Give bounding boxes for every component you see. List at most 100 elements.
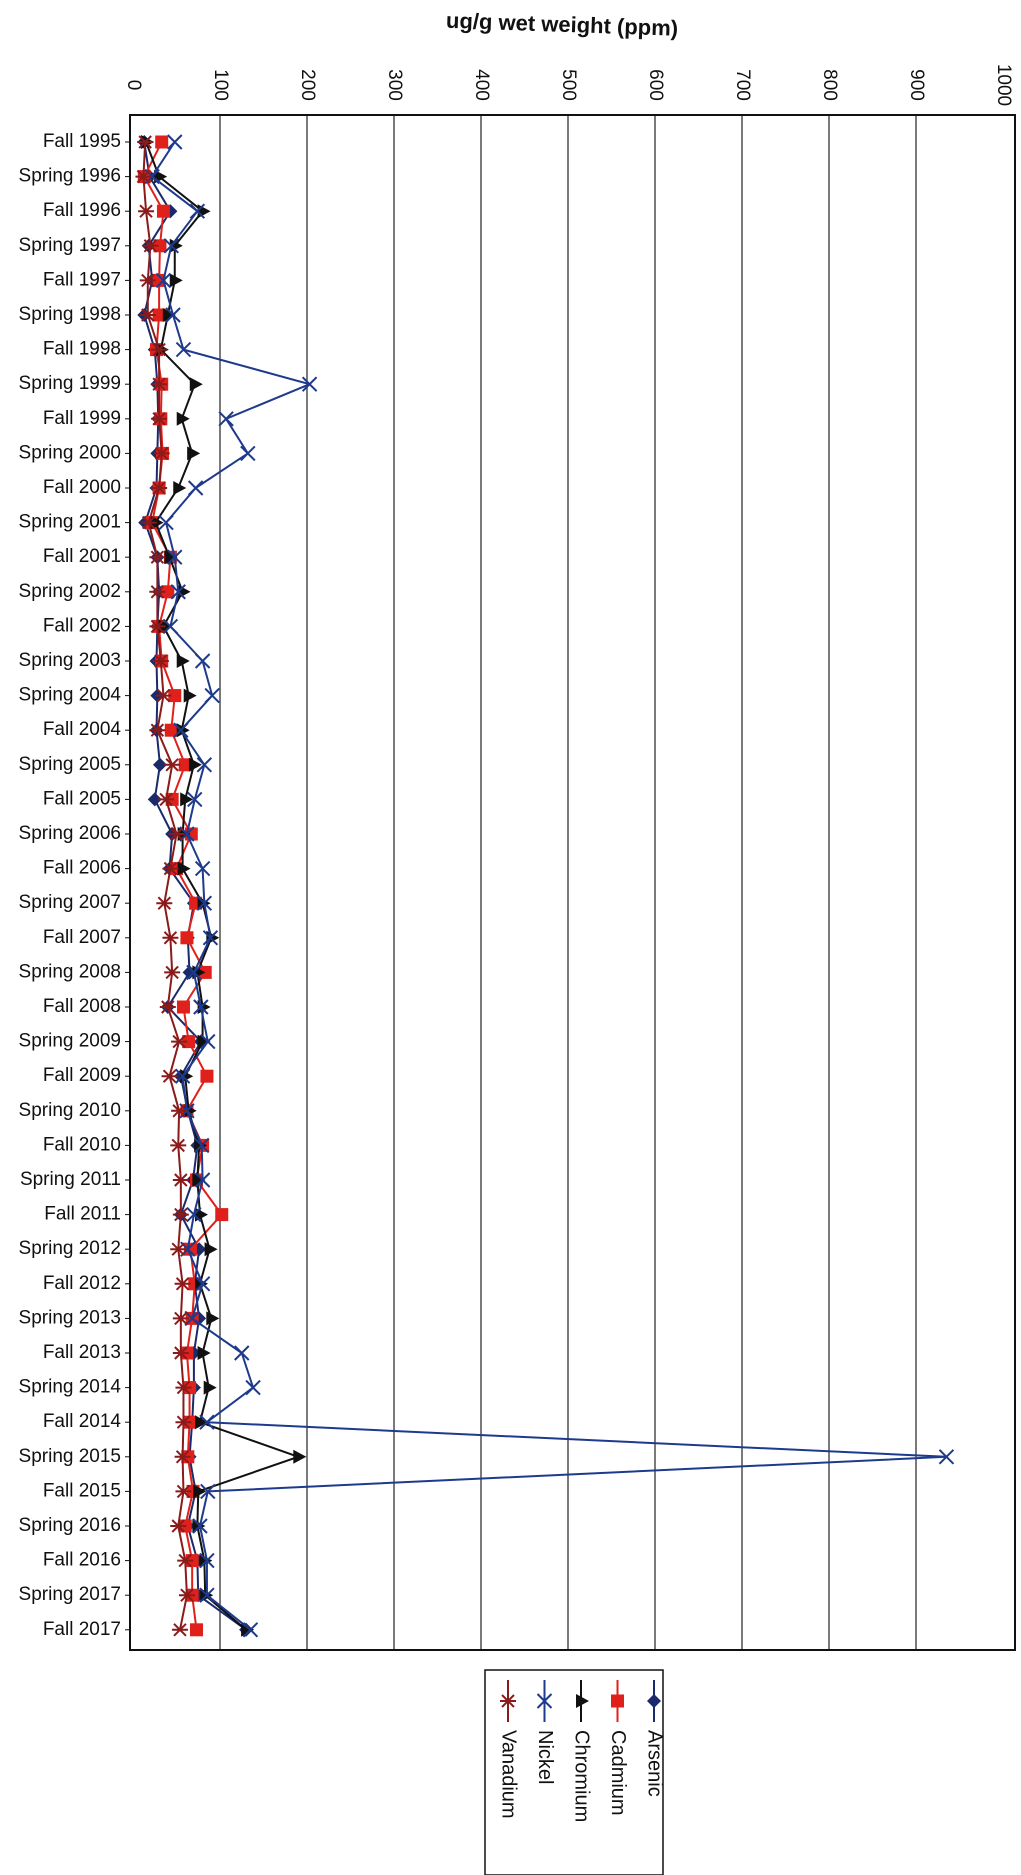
data-point-chromium <box>206 1311 220 1326</box>
series-vanadium <box>135 135 195 1637</box>
data-point-chromium <box>189 377 203 392</box>
data-point-nickel <box>194 1276 211 1292</box>
data-point-vanadium <box>174 1450 191 1464</box>
data-point-cadmium <box>200 1069 214 1083</box>
legend-item-cadmium: Cadmium <box>607 1680 629 1816</box>
series-line-nickel <box>151 141 948 1631</box>
data-point-chromium <box>183 688 197 703</box>
data-point-vanadium <box>164 965 181 980</box>
category-label: Spring 2015 <box>19 1446 121 1467</box>
category-label: Fall 2017 <box>43 1619 121 1640</box>
data-point-nickel <box>200 1483 216 1500</box>
category-label: Fall 1998 <box>43 339 121 360</box>
category-label: Spring 2012 <box>19 1238 121 1259</box>
category-label: Fall 2005 <box>43 788 121 809</box>
category-label: Fall 1996 <box>43 200 121 221</box>
data-point-cadmium <box>182 1035 196 1049</box>
data-point-nickel <box>194 1137 210 1154</box>
category-label: Spring 1997 <box>19 235 121 256</box>
legend-marker-vanadium <box>500 1694 516 1708</box>
category-label: Spring 1999 <box>19 373 121 394</box>
data-point-vanadium <box>162 931 179 945</box>
grid-lines <box>219 115 917 1650</box>
legend-item-arsenic: Arsenic <box>644 1680 666 1797</box>
data-point-nickel <box>199 1414 215 1430</box>
data-point-cadmium <box>215 1208 229 1222</box>
category-label: Spring 2002 <box>19 581 121 602</box>
data-point-nickel <box>245 1379 261 1396</box>
legend-marker-nickel <box>536 1693 553 1709</box>
data-point-nickel <box>242 1622 259 1638</box>
data-point-chromium <box>176 411 190 426</box>
category-label: Spring 2007 <box>19 892 121 913</box>
data-point-nickel <box>199 1587 215 1603</box>
category-label: Fall 2011 <box>44 1204 121 1225</box>
category-label: Fall 2013 <box>43 1342 121 1363</box>
data-point-vanadium <box>149 723 166 737</box>
value-axis-ticks: 0 100 200 300 400 500 600 700 800 900 1000 <box>123 64 1014 106</box>
data-point-vanadium <box>162 861 179 876</box>
data-point-vanadium <box>172 1346 189 1360</box>
series-chromium <box>141 135 307 1637</box>
data-point-cadmium <box>183 1242 197 1256</box>
data-point-cadmium <box>190 1623 204 1637</box>
category-label: Fall 1999 <box>43 408 121 429</box>
data-point-cadmium <box>156 204 170 218</box>
legend-label-chromium: Chromium <box>571 1730 593 1822</box>
data-point-vanadium <box>161 1069 178 1083</box>
data-series <box>135 134 955 1638</box>
data-point-nickel <box>194 1172 211 1188</box>
data-point-vanadium <box>175 1415 192 1429</box>
series-line-chromium <box>145 141 300 1631</box>
data-point-nickel <box>170 584 186 600</box>
data-point-nickel <box>199 1552 215 1569</box>
data-point-vanadium <box>177 1553 194 1568</box>
series-arsenic <box>137 135 254 1637</box>
data-point-nickel <box>200 1033 216 1050</box>
category-label: Fall 2006 <box>43 858 121 879</box>
data-point-nickel <box>167 134 183 150</box>
data-point-chromium <box>164 550 178 565</box>
data-point-vanadium <box>178 1588 195 1602</box>
legend-label-nickel: Nickel <box>534 1730 556 1784</box>
data-point-vanadium <box>151 342 168 357</box>
category-axis-labels: Fall 1995 Spring 1996 Fall 1996 Spring 1997… <box>19 131 130 1640</box>
data-point-nickel <box>167 549 183 565</box>
data-point-nickel <box>184 1310 200 1327</box>
data-point-vanadium <box>153 446 170 461</box>
data-point-nickel <box>186 1206 202 1223</box>
data-point-cadmium <box>168 689 182 703</box>
data-point-nickel <box>162 618 179 635</box>
category-label: Spring 2010 <box>19 1100 121 1121</box>
legend-label-vanadium: Vanadium <box>498 1730 520 1819</box>
data-point-cadmium <box>178 758 192 772</box>
data-point-arsenic <box>147 792 162 807</box>
data-point-cadmium <box>152 273 166 287</box>
category-label: Spring 2011 <box>20 1169 121 1190</box>
category-label: Spring 2000 <box>19 442 121 463</box>
data-point-nickel <box>163 238 179 254</box>
category-label: Spring 2006 <box>19 823 121 844</box>
value-tick-label: 0 <box>123 80 144 91</box>
data-point-nickel <box>196 895 213 911</box>
data-point-cadmium <box>152 308 166 322</box>
data-point-nickel <box>301 376 318 392</box>
data-point-nickel <box>218 411 234 427</box>
data-point-cadmium <box>155 135 169 149</box>
value-tick-label: 800 <box>819 69 840 101</box>
value-tick-label: 900 <box>906 69 927 101</box>
data-point-vanadium <box>135 169 152 184</box>
legend-item-chromium: Chromium <box>571 1680 593 1822</box>
category-label: Spring 2004 <box>19 685 122 706</box>
data-point-vanadium <box>175 1380 192 1395</box>
data-point-nickel <box>196 757 213 773</box>
data-point-vanadium <box>170 1138 187 1153</box>
data-point-vanadium <box>172 1311 189 1326</box>
data-point-chromium <box>193 1484 207 1499</box>
data-point-vanadium <box>142 239 159 253</box>
legend: Arsenic Cadmium Chromium Nickel Vanadium <box>484 1669 666 1875</box>
legend-marker-chromium <box>576 1694 589 1708</box>
data-point-vanadium <box>151 481 168 495</box>
data-point-nickel <box>192 1518 208 1534</box>
